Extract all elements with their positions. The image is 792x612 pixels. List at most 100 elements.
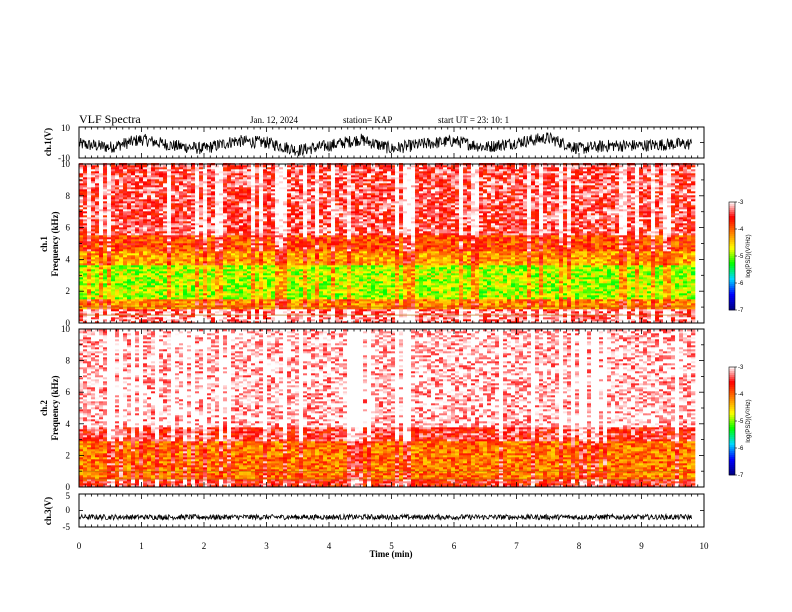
ch1-spectrogram-cell (247, 265, 251, 267)
ch1-spectrogram-cell (447, 269, 451, 271)
ch1-spectrogram-cell (451, 267, 455, 269)
ch1-spectrogram-cell (195, 265, 199, 267)
ch1-spectrogram-cell (415, 311, 419, 313)
ch1-spectrogram-cell (611, 293, 615, 295)
ch1-spectrogram-cell (503, 285, 507, 287)
ch1-spectrogram-cell (183, 295, 187, 297)
ch1-spectrogram-cell (355, 293, 359, 295)
ch1-spectrogram-cell (387, 279, 391, 281)
ch1-spectrogram-cell (339, 285, 343, 287)
ch1-spectrogram-cell (587, 309, 591, 311)
ch1-spectrogram-cell (159, 281, 163, 283)
ch1-spectrogram-cell (155, 301, 159, 303)
ch1-spectrogram-cell (503, 263, 507, 265)
ch1-spectrogram-cell (235, 299, 239, 301)
ch1-spectrogram-cell (239, 285, 243, 287)
ch1-spectrogram-cell (315, 261, 319, 263)
ch1-spectrogram-cell (547, 311, 551, 313)
ch1-spectrogram-cell (183, 283, 187, 285)
ch1-spectrogram-cell (123, 295, 127, 297)
ch1-spectrogram-cell (623, 295, 627, 297)
ch1-spectrogram-cell (439, 265, 443, 267)
ch1-spectrogram-cell (387, 289, 391, 291)
ch1-spectrogram-cell (227, 281, 231, 283)
ch1-spectrogram-cell (275, 277, 279, 279)
ch1-spectrogram-cell (83, 299, 87, 301)
ch1-spectrogram-cell (347, 275, 351, 277)
ch1-spectrogram-cell (367, 271, 371, 273)
ch1-spectrogram-cell (407, 281, 411, 283)
ch1-spectrogram-cell (399, 289, 403, 291)
ch1-spectrogram-cell (511, 285, 515, 287)
ch1-spectrogram-cell (511, 311, 515, 313)
ch1-spectrogram-cell (471, 285, 475, 287)
ch1-spectrogram-cell (175, 261, 179, 263)
ch1-spectrogram-cell (251, 295, 255, 297)
ch1-spectrogram-cell (231, 291, 235, 293)
ch1-spectrogram-cell (487, 289, 491, 291)
ch1-spectrogram-cell (175, 291, 179, 293)
ch1-spectrogram-cell (311, 301, 315, 303)
ch1-spectrogram-cell (107, 275, 111, 277)
ch1-spectrogram-cell (495, 299, 499, 301)
ch1-spectrogram-cell (119, 297, 123, 299)
ch1-spectrogram-cell (227, 303, 231, 305)
ch1-spectrogram-cell (167, 297, 171, 299)
ch1-spectrogram-cell (479, 271, 483, 273)
ch1-spectrogram-cell (283, 265, 287, 267)
ch1-spectrogram-cell (479, 303, 483, 305)
ch1-spectrogram-cell (147, 263, 151, 265)
ch1-spectrogram-cell (491, 271, 495, 273)
ch1-spectrogram-cell (395, 319, 399, 321)
ch1-spectrogram-cell (647, 261, 651, 263)
ch1-spectrogram-cell (551, 293, 555, 295)
ch1-spectrogram-cell (335, 303, 339, 305)
ch1-spectrogram-cell (339, 303, 343, 305)
ch1-spectrogram-cell (227, 271, 231, 273)
ch1-spectrogram-cell (403, 277, 407, 279)
ch1-spectrogram-cell (659, 303, 663, 305)
ch1-spectrogram-cell (491, 281, 495, 283)
ch1-spectrogram-cell (399, 311, 403, 313)
ch1-spectrogram-cell (159, 261, 163, 263)
ch1-spectrogram-cell (563, 277, 567, 279)
ch1-spectrogram-cell (435, 299, 439, 301)
ch1-spectrogram-cell (275, 263, 279, 265)
ch1-spectrogram-cell (91, 281, 95, 283)
ch1-spectrogram-cell (627, 303, 631, 305)
ch1-spectrogram-cell (511, 275, 515, 277)
ch1-spectrogram-cell (211, 275, 215, 277)
ch1-spectrogram-cell (91, 269, 95, 271)
ch1-spectrogram-cell (543, 273, 547, 275)
ch1-spectrogram-cell (187, 291, 191, 293)
ch1-spectrogram-cell (251, 291, 255, 293)
ch1-spectrogram-cell (479, 263, 483, 265)
ch1-spectrogram-cell (591, 285, 595, 287)
ch1-spectrogram-cell (487, 295, 491, 297)
ch1-spectrogram-cell (479, 295, 483, 297)
ch1-spectrogram-cell (371, 301, 375, 303)
ch1-spectrogram-cell (95, 265, 99, 267)
ch1-spectrogram-cell (235, 271, 239, 273)
ch1-spectrogram-cell (439, 269, 443, 271)
ch1-spectrogram-cell (579, 303, 583, 305)
ch1-spectrogram-cell (91, 301, 95, 303)
ch1-spectrogram-cell (255, 295, 259, 297)
ch1-spectrogram-cell (463, 267, 467, 269)
ch1-spectrogram-cell (543, 297, 547, 299)
ch1-spectrogram-cell (475, 283, 479, 285)
ch1-spectrogram-cell (183, 277, 187, 279)
ch1-spectrogram-cell (223, 293, 227, 295)
ch1-spectrogram-cell (315, 271, 319, 273)
ch1-spectrogram-cell (447, 317, 451, 319)
ch1-spectrogram-cell (115, 301, 119, 303)
ch1-spectrogram-cell (179, 299, 183, 301)
ch1-spectrogram-cell (507, 311, 511, 313)
ch1-spectrogram-cell (683, 267, 687, 269)
ch1-spectrogram-cell (599, 271, 603, 273)
ch1-spectrogram-cell (687, 287, 691, 289)
ch1-spectrogram-cell (127, 309, 131, 311)
ch1-spectrogram-cell (355, 267, 359, 269)
ch1-spectrogram-cell (143, 265, 147, 267)
ch1-spectrogram-cell (363, 309, 367, 311)
